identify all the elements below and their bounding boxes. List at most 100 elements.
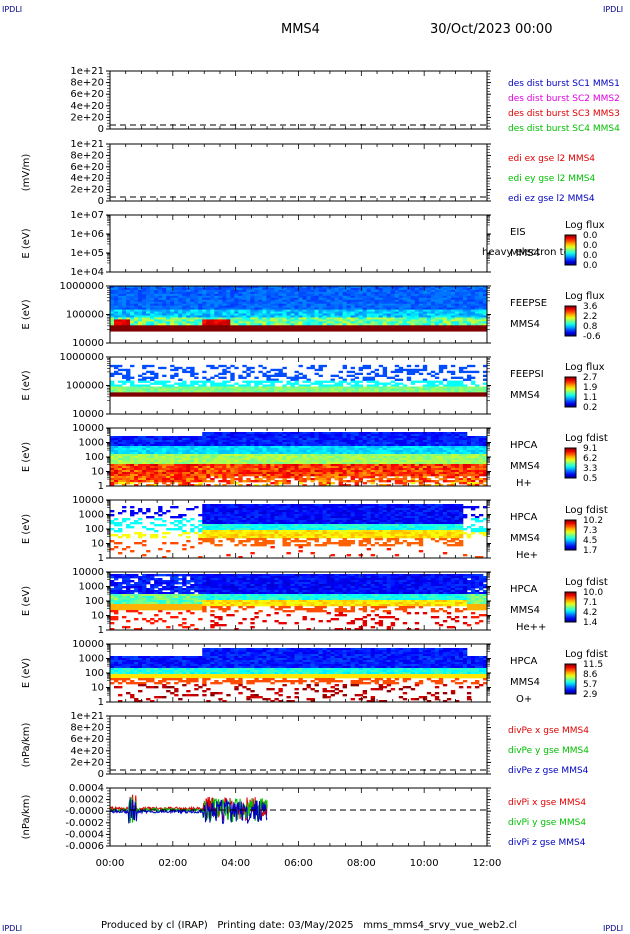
legend-0-2: des dist burst SC3 MMS3 (508, 109, 620, 119)
instrument-label-7-1: MMS4 (510, 605, 540, 616)
cbar-tick-2-1: 0.0 (583, 241, 598, 251)
ytick-label-7-4: 1 (98, 625, 104, 636)
ytick-label-6-3: 10 (91, 539, 104, 550)
ytick-label-8-4: 1 (98, 697, 104, 708)
panel-frame-0 (109, 70, 488, 130)
xtick-label-4: 08:00 (347, 858, 376, 869)
legend-9-0: divPe x gse MMS4 (508, 726, 589, 736)
colorbar-8 (564, 663, 577, 695)
legend-9-2: divPe z gse MMS4 (508, 766, 589, 776)
instrument-label-4-1: MMS4 (510, 390, 540, 401)
cbar-tick-6-0: 10.2 (583, 516, 603, 526)
ytick-label-10-0: 0.0004 (69, 783, 104, 794)
ytick-label-7-3: 10 (91, 611, 104, 622)
ytick-label-5-1: 1000 (79, 438, 104, 449)
ytick-label-1-2: 6e+20 (70, 162, 104, 173)
ylabel-9: (nPa/km) (21, 723, 32, 768)
xtick-label-0: 00:00 (96, 858, 125, 869)
cbar-tick-4-1: 1.9 (583, 383, 598, 393)
species-label-6: He+ (516, 550, 538, 561)
cbar-tick-7-1: 7.1 (583, 598, 597, 608)
cbar-tick-8-2: 5.7 (583, 680, 597, 690)
overlay-label-2: heavy electron to (482, 247, 570, 258)
ytick-label-2-2: 1e+05 (70, 248, 104, 259)
legend-9-1: divPe y gse MMS4 (508, 746, 589, 756)
instrument-label-5-1: MMS4 (510, 461, 540, 472)
cbar-tick-3-1: 2.2 (583, 312, 597, 322)
ytick-label-9-3: 4e+20 (70, 746, 104, 757)
colorbar-4 (564, 376, 577, 408)
cbar-tick-8-3: 2.9 (583, 690, 598, 700)
instrument-label-6-1: MMS4 (510, 533, 540, 544)
ytick-label-2-0: 1e+07 (70, 210, 104, 221)
xtick-label-5: 10:00 (410, 858, 439, 869)
instrument-label-3-1: MMS4 (510, 319, 540, 330)
ytick-label-1-5: 0 (98, 196, 104, 207)
legend-10-2: divPi z gse MMS4 (508, 838, 586, 848)
legend-10-1: divPi y gse MMS4 (508, 818, 586, 828)
cbar-tick-2-0: 0.0 (583, 231, 598, 241)
ytick-label-6-2: 100 (85, 524, 104, 535)
ytick-label-9-5: 0 (98, 769, 104, 780)
cbar-tick-6-1: 7.3 (583, 526, 597, 536)
ytick-label-10-2: -0.0000 (65, 806, 104, 817)
instrument-label-8-1: MMS4 (510, 677, 540, 688)
ytick-label-4-2: 10000 (72, 409, 104, 420)
corner-label-br: IPDLI (603, 924, 624, 933)
ytick-label-1-0: 1e+21 (70, 139, 104, 150)
species-label-5: H+ (516, 478, 532, 489)
legend-0-3: des dist burst SC4 MMS4 (508, 124, 620, 134)
xtick-label-1: 02:00 (158, 858, 187, 869)
cbar-title-8: Log fdist (565, 649, 608, 660)
heatmap-4 (110, 364, 488, 397)
panel-frame-1 (109, 143, 488, 202)
spacecraft-title: MMS4 (281, 22, 320, 37)
instrument-label-2-1: MMS4 (510, 248, 540, 259)
instrument-label-7-0: HPCA (510, 584, 538, 595)
heatmap-3 (110, 286, 488, 332)
xtick-label-3: 06:00 (284, 858, 313, 869)
cbar-tick-8-1: 8.6 (583, 670, 598, 680)
heatmap-6 (110, 504, 488, 559)
colorbar-3 (564, 305, 577, 337)
ytick-label-4-1: 100000 (66, 381, 104, 392)
ylabel-8: E (eV) (21, 658, 32, 688)
ytick-label-7-0: 10000 (72, 567, 104, 578)
legend-0-1: des dist burst SC2 MMS2 (508, 94, 620, 104)
ytick-label-8-0: 10000 (72, 639, 104, 650)
ylabel-10: (nPa/km) (21, 795, 32, 840)
ytick-label-5-4: 1 (98, 481, 104, 492)
heatmap-5 (110, 432, 488, 487)
cbar-tick-5-3: 0.5 (583, 474, 597, 484)
ytick-label-5-0: 10000 (72, 423, 104, 434)
cbar-tick-4-3: 0.2 (583, 403, 597, 413)
legend-1-1: edi ey gse l2 MMS4 (508, 174, 595, 184)
ytick-label-8-1: 1000 (79, 654, 104, 665)
instrument-label-4-0: FEEPSI (510, 369, 544, 380)
xtick-label-6: 12:00 (473, 858, 502, 869)
cbar-tick-7-0: 10.0 (583, 588, 603, 598)
legend-0-0: des dist burst SC1 MMS1 (508, 79, 620, 89)
cbar-tick-2-2: 0.0 (583, 251, 598, 261)
ytick-label-3-1: 100000 (66, 310, 104, 321)
ytick-label-9-2: 6e+20 (70, 734, 104, 745)
cbar-tick-3-3: -0.6 (583, 332, 601, 342)
corner-label-bl: IPDLI (2, 924, 23, 933)
colorbar-2 (564, 234, 577, 266)
legend-10-0: divPi x gse MMS4 (508, 798, 586, 808)
ytick-label-9-0: 1e+21 (70, 711, 104, 722)
cbar-tick-5-0: 9.1 (583, 444, 597, 454)
ytick-label-5-2: 100 (85, 452, 104, 463)
colorbar-6 (564, 519, 577, 551)
ylabel-4: E (eV) (21, 370, 32, 400)
cbar-title-4: Log flux (565, 362, 605, 373)
cbar-title-3: Log flux (565, 291, 605, 302)
ylabel-6: E (eV) (21, 514, 32, 544)
ytick-label-7-1: 1000 (79, 582, 104, 593)
ytick-label-0-2: 6e+20 (70, 89, 104, 100)
cbar-tick-7-2: 4.2 (583, 608, 597, 618)
instrument-label-5-0: HPCA (510, 440, 538, 451)
cbar-title-2: Log flux (565, 220, 605, 231)
species-label-8: O+ (516, 694, 532, 705)
